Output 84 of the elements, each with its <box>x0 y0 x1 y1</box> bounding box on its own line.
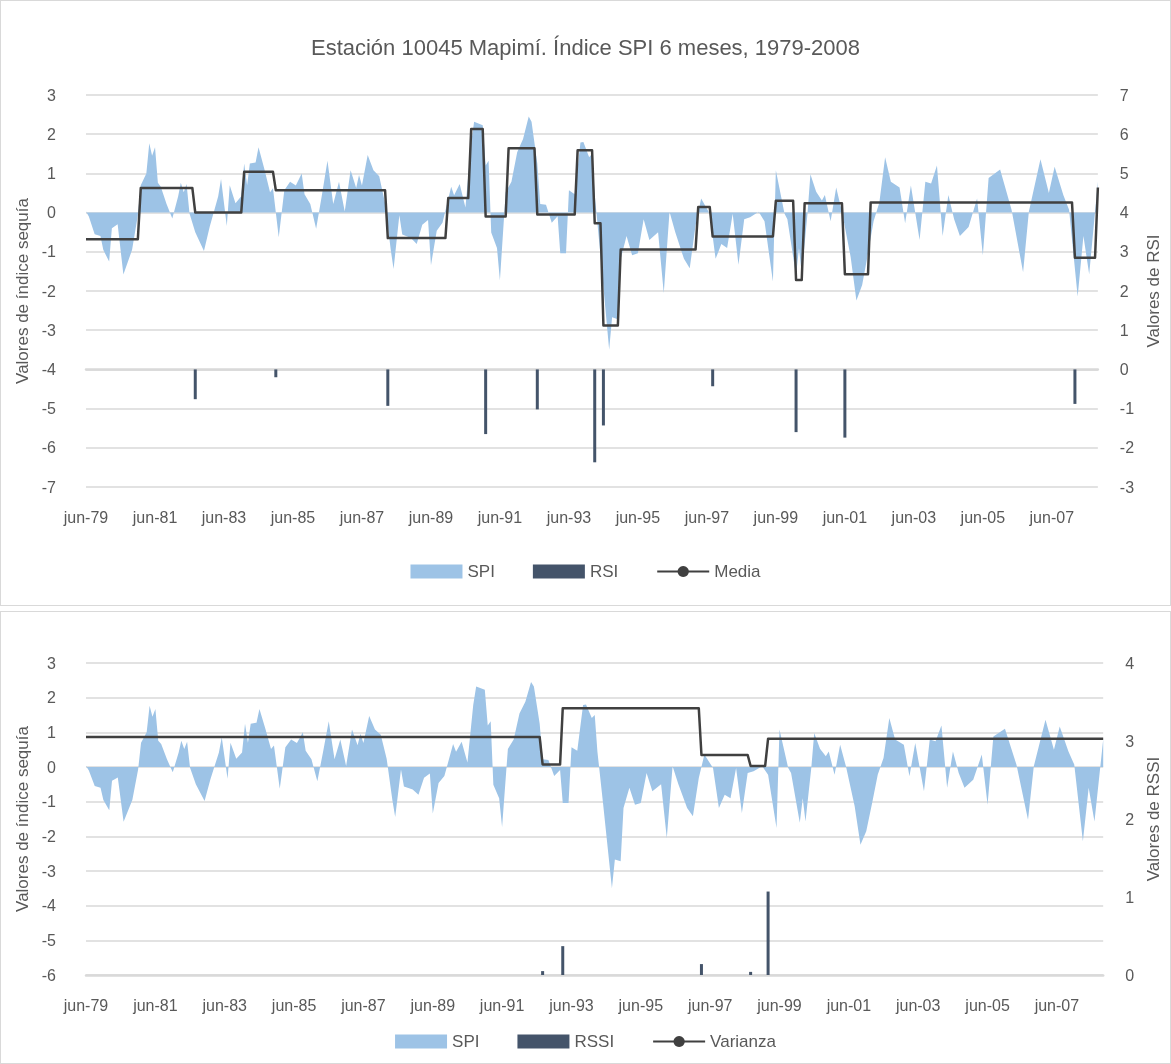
x-tick-label: jun-07 <box>1028 508 1075 526</box>
x-tick-label: jun-83 <box>200 508 247 526</box>
y-tick-label: -7 <box>41 478 57 496</box>
y2-tick-label: -3 <box>1119 478 1135 496</box>
x-tick-label: jun-03 <box>894 996 941 1014</box>
y-tick-label: -6 <box>41 966 57 984</box>
x-tick-label: jun-79 <box>62 996 109 1014</box>
x-tick-label: jun-91 <box>476 508 523 526</box>
x-tick-label: jun-99 <box>756 996 802 1014</box>
bar <box>561 946 565 975</box>
y-tick-label: -2 <box>41 282 57 300</box>
y-tick-label: 1 <box>47 723 57 741</box>
y2-tick-label: -1 <box>1119 400 1135 418</box>
y2-tick-label: 2 <box>1125 810 1135 828</box>
x-tick-label: jun-85 <box>270 996 317 1014</box>
y-tick-label: -5 <box>41 400 57 418</box>
bar <box>766 891 770 975</box>
x-tick-label: jun-91 <box>478 996 525 1014</box>
x-tick-label: jun-93 <box>545 508 592 526</box>
x-tick-label: jun-87 <box>338 508 385 526</box>
y2-tick-label: -2 <box>1119 439 1135 457</box>
x-tick-label: jun-97 <box>686 996 733 1014</box>
y-tick-label: -5 <box>41 931 57 949</box>
y2-axis-title: Valores de RSI <box>1144 234 1163 348</box>
y-tick-label: 3 <box>47 86 57 104</box>
y-axis-title: Valores de índice sequía <box>12 197 32 384</box>
y2-tick-label: 0 <box>1125 966 1135 984</box>
x-tick-label: jun-85 <box>269 508 316 526</box>
y-axis-title: Valores de índice sequía <box>12 725 32 912</box>
legend-label: Varianza <box>710 1032 777 1051</box>
x-tick-label: jun-03 <box>890 508 937 526</box>
y-tick-label: -2 <box>41 827 57 845</box>
y-tick-label: 2 <box>47 125 57 143</box>
y2-tick-label: 1 <box>1125 888 1135 906</box>
x-tick-label: jun-81 <box>132 996 178 1014</box>
y2-tick-label: 4 <box>1125 654 1135 672</box>
y2-tick-label: 4 <box>1119 204 1129 222</box>
y2-tick-label: 1 <box>1119 321 1129 339</box>
x-tick-label: jun-81 <box>131 508 178 526</box>
x-tick-label: jun-97 <box>683 508 730 526</box>
legend-label: Media <box>714 562 762 581</box>
y2-tick-label: 2 <box>1119 282 1129 300</box>
y-tick-label: -4 <box>41 360 57 378</box>
y-tick-label: 3 <box>47 654 57 672</box>
x-tick-label: jun-99 <box>752 508 799 526</box>
y2-tick-label: 6 <box>1119 125 1129 143</box>
legend-label: SPI <box>467 562 495 581</box>
chart-title: Estación 10045 Mapimí. Índice SPI 6 meses, 1979-2008 <box>310 34 861 60</box>
legend-label: SPI <box>452 1032 480 1051</box>
legend-label: RSSI <box>574 1032 615 1051</box>
x-tick-label: jun-89 <box>407 508 454 526</box>
x-tick-label: jun-93 <box>548 996 594 1014</box>
bar <box>749 971 753 975</box>
x-tick-label: jun-01 <box>821 508 868 526</box>
y-tick-label: -6 <box>41 439 57 457</box>
x-tick-label: jun-95 <box>614 508 661 526</box>
x-tick-label: jun-05 <box>964 996 1010 1014</box>
y2-axis-title: Valores de RSSI <box>1144 756 1163 882</box>
y-tick-label: -3 <box>41 321 57 339</box>
x-tick-label: jun-89 <box>409 996 456 1014</box>
x-tick-label: jun-83 <box>201 996 248 1014</box>
x-tick-label: jun-79 <box>62 508 109 526</box>
y2-tick-label: 7 <box>1119 86 1129 104</box>
y-tick-label: 0 <box>47 758 57 776</box>
y2-tick-label: 0 <box>1119 360 1129 378</box>
line-series <box>84 706 1105 768</box>
y2-tick-label: 3 <box>1119 243 1129 261</box>
y-tick-label: 0 <box>47 204 57 222</box>
y-tick-label: -1 <box>41 243 57 261</box>
bar <box>541 971 545 975</box>
x-tick-label: jun-01 <box>825 996 872 1014</box>
y2-tick-label: 5 <box>1119 164 1129 182</box>
x-tick-label: jun-07 <box>1033 996 1080 1014</box>
y-tick-label: -1 <box>41 793 57 811</box>
y-tick-label: -4 <box>41 897 57 915</box>
y-tick-label: 2 <box>47 689 57 707</box>
x-tick-label: jun-05 <box>959 508 1006 526</box>
x-tick-label: jun-95 <box>617 996 664 1014</box>
y2-tick-label: 3 <box>1125 732 1135 750</box>
legend-label: RSI <box>589 562 619 581</box>
x-tick-label: jun-87 <box>340 996 386 1014</box>
y-tick-label: -3 <box>41 862 57 880</box>
bar <box>699 964 703 975</box>
y-tick-label: 1 <box>47 164 57 182</box>
